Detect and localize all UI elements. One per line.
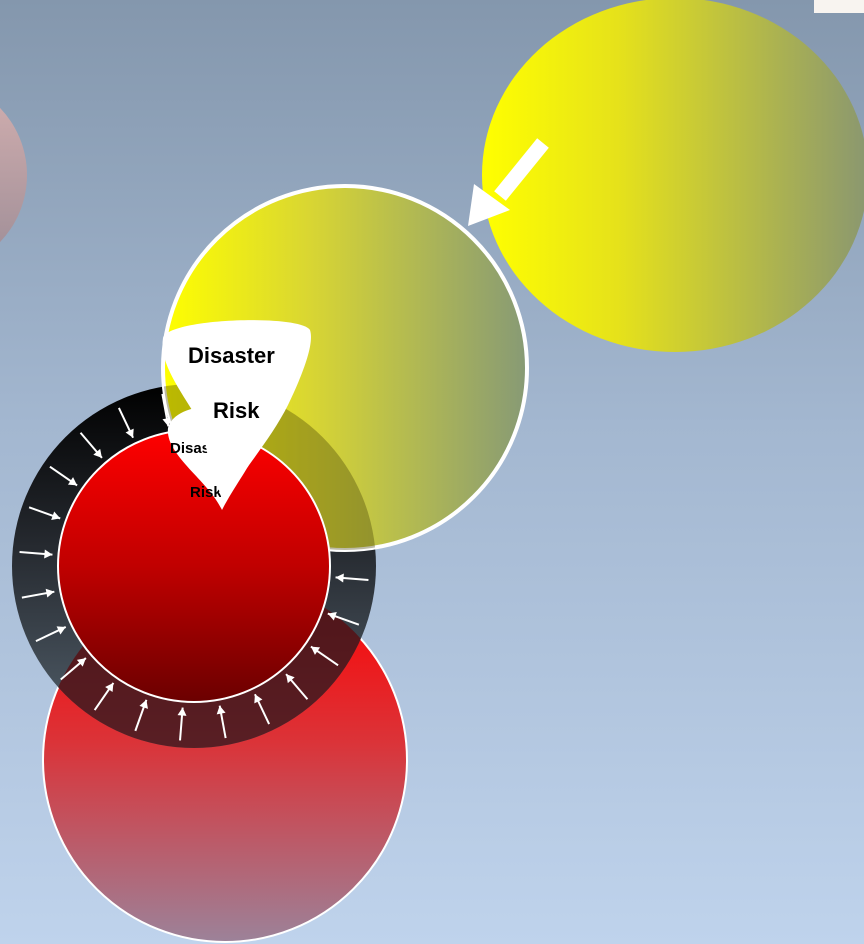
ring-arrow-head-icon bbox=[76, 658, 86, 667]
ring-arrow-head-icon bbox=[310, 646, 321, 655]
yellow-ellipse bbox=[482, 0, 864, 352]
inner-label-line2: Risk bbox=[190, 484, 222, 501]
connector-arrow-icon bbox=[468, 138, 549, 226]
ring-arrow-head-icon bbox=[177, 707, 187, 716]
ring-arrow-head-icon bbox=[67, 477, 78, 486]
ring-arrow-head-icon bbox=[335, 573, 344, 583]
ring-arrow-head-icon bbox=[51, 511, 61, 520]
ring-arrow-head-icon bbox=[93, 448, 102, 458]
ring-arrow-head-icon bbox=[125, 428, 134, 438]
outer-label-line1: Disaster bbox=[188, 343, 275, 368]
outer-label-shape bbox=[162, 320, 311, 488]
ring-arrow-head-icon bbox=[216, 705, 226, 715]
ring-arrow-head-icon bbox=[254, 694, 263, 704]
outer-label-line2: Risk bbox=[213, 398, 260, 423]
ring-arrow-head-icon bbox=[105, 682, 114, 693]
corner-tab bbox=[814, 0, 864, 13]
ring-arrow-head-icon bbox=[327, 612, 337, 621]
ring-arrow-head-icon bbox=[139, 699, 148, 709]
ring-arrow-head-icon bbox=[45, 588, 55, 598]
ring-arrow-head-icon bbox=[56, 626, 66, 635]
pink-circle bbox=[0, 107, 27, 243]
ring-arrow-head-icon bbox=[44, 549, 53, 559]
ring-arrow-head-icon bbox=[286, 674, 295, 684]
